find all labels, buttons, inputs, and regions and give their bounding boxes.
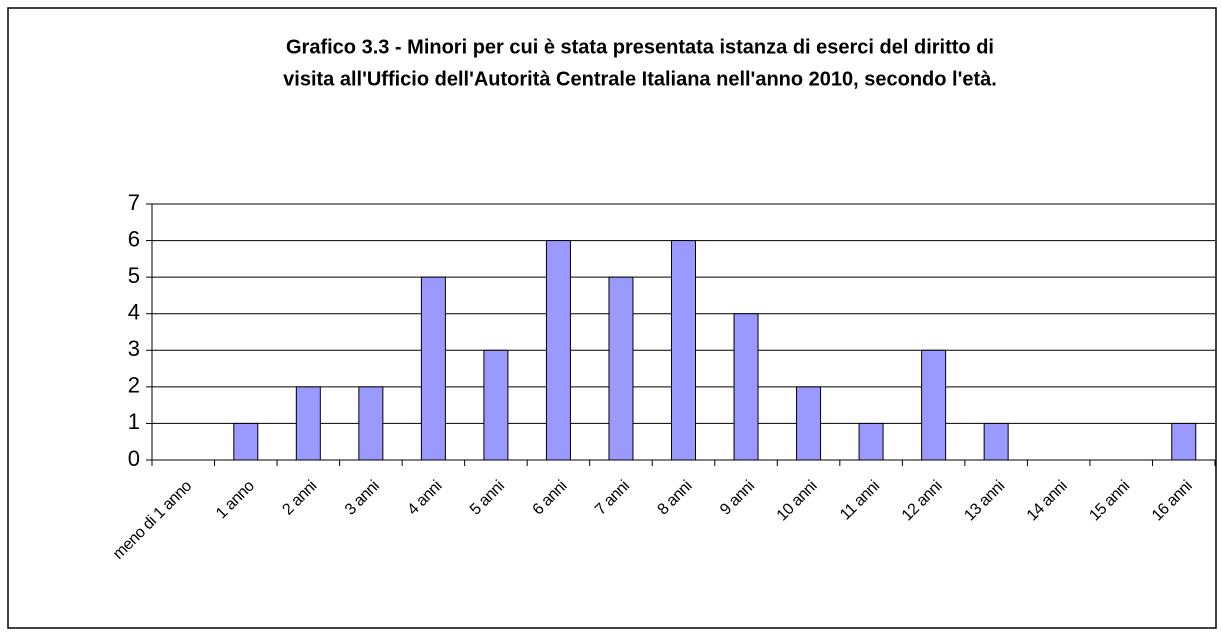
bar [983, 422, 1009, 461]
y-tick-label: 0 [128, 446, 140, 471]
bar [483, 349, 509, 461]
bar [295, 386, 321, 461]
y-tick-label: 2 [128, 373, 140, 398]
bar [545, 240, 571, 461]
chart-title: Grafico 3.3 - Minori per cui è stata pre… [286, 36, 994, 58]
bar [921, 349, 947, 461]
bar [358, 386, 384, 461]
y-tick-label: 5 [128, 263, 140, 288]
bar [733, 313, 759, 461]
bar [233, 422, 259, 461]
y-tick-label: 7 [128, 190, 140, 215]
y-tick-label: 4 [128, 300, 140, 325]
y-tick-label: 3 [128, 336, 140, 361]
chart-title: visita all'Ufficio dell'Autorità Central… [283, 68, 997, 90]
bar [858, 422, 884, 461]
bar [796, 386, 822, 461]
bar [671, 240, 696, 461]
y-tick-label: 6 [128, 226, 140, 251]
bar [1171, 422, 1197, 461]
bar [420, 276, 446, 461]
y-tick-label: 1 [128, 409, 140, 434]
bar [608, 276, 634, 461]
